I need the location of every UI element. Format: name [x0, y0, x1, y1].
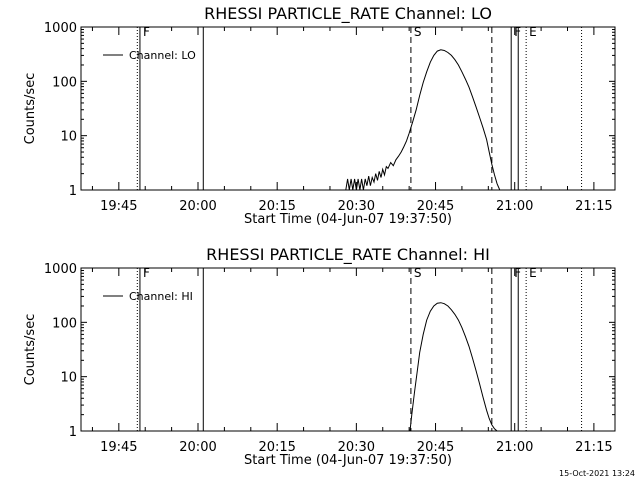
y-tick-label: 1: [69, 425, 77, 440]
x-tick-label: 20:15: [258, 199, 295, 214]
marker-flag: F: [514, 25, 521, 39]
footer-timestamp: 15-Oct-2021 13:24: [559, 469, 635, 478]
x-tick-label: 20:30: [338, 199, 375, 214]
legend-entry: Channel: HI: [129, 290, 193, 303]
x-tick-label: 19:45: [100, 440, 137, 455]
chart-title: RHESSI PARTICLE_RATE Channel: LO: [204, 4, 492, 24]
legend-entry: Channel: LO: [129, 49, 196, 62]
x-tick-label: 21:00: [496, 199, 533, 214]
plot-frame: [80, 267, 616, 432]
marker-flag: F: [143, 25, 150, 39]
y-tick-label: 10: [60, 130, 77, 145]
x-tick-label: 20:45: [417, 440, 454, 455]
x-tick-label: 21:15: [575, 199, 612, 214]
x-tick-label: 20:30: [338, 440, 375, 455]
marker-flag: F: [143, 266, 150, 280]
marker-flag: E: [529, 25, 537, 39]
x-tick-label: 21:00: [496, 440, 533, 455]
x-tick-label: 19:45: [100, 199, 137, 214]
y-tick-label: 1: [69, 184, 77, 199]
x-tick-label: 21:15: [575, 440, 612, 455]
y-tick-label: 10: [60, 371, 77, 386]
marker-flag: F: [514, 266, 521, 280]
marker-flag: S: [414, 266, 422, 280]
y-tick-label: 1000: [44, 262, 77, 277]
x-axis-label: Start Time (04-Jun-07 19:37:50): [244, 212, 452, 227]
y-tick-label: 100: [52, 316, 77, 331]
y-axis-label: Counts/sec: [23, 73, 38, 145]
y-axis-label: Counts/sec: [23, 314, 38, 386]
y-tick-label: 1000: [44, 21, 77, 36]
chart-title: RHESSI PARTICLE_RATE Channel: HI: [206, 245, 490, 265]
x-tick-label: 20:45: [417, 199, 454, 214]
series-line: [409, 302, 498, 432]
marker-flag: E: [529, 266, 537, 280]
x-tick-label: 20:00: [179, 440, 216, 455]
x-tick-label: 20:15: [258, 440, 295, 455]
plot-frame: [80, 26, 616, 191]
x-axis-label: Start Time (04-Jun-07 19:37:50): [244, 453, 452, 468]
x-tick-label: 20:00: [179, 199, 216, 214]
marker-flag: S: [414, 25, 422, 39]
y-tick-label: 100: [52, 75, 77, 90]
series-line: [345, 49, 501, 191]
